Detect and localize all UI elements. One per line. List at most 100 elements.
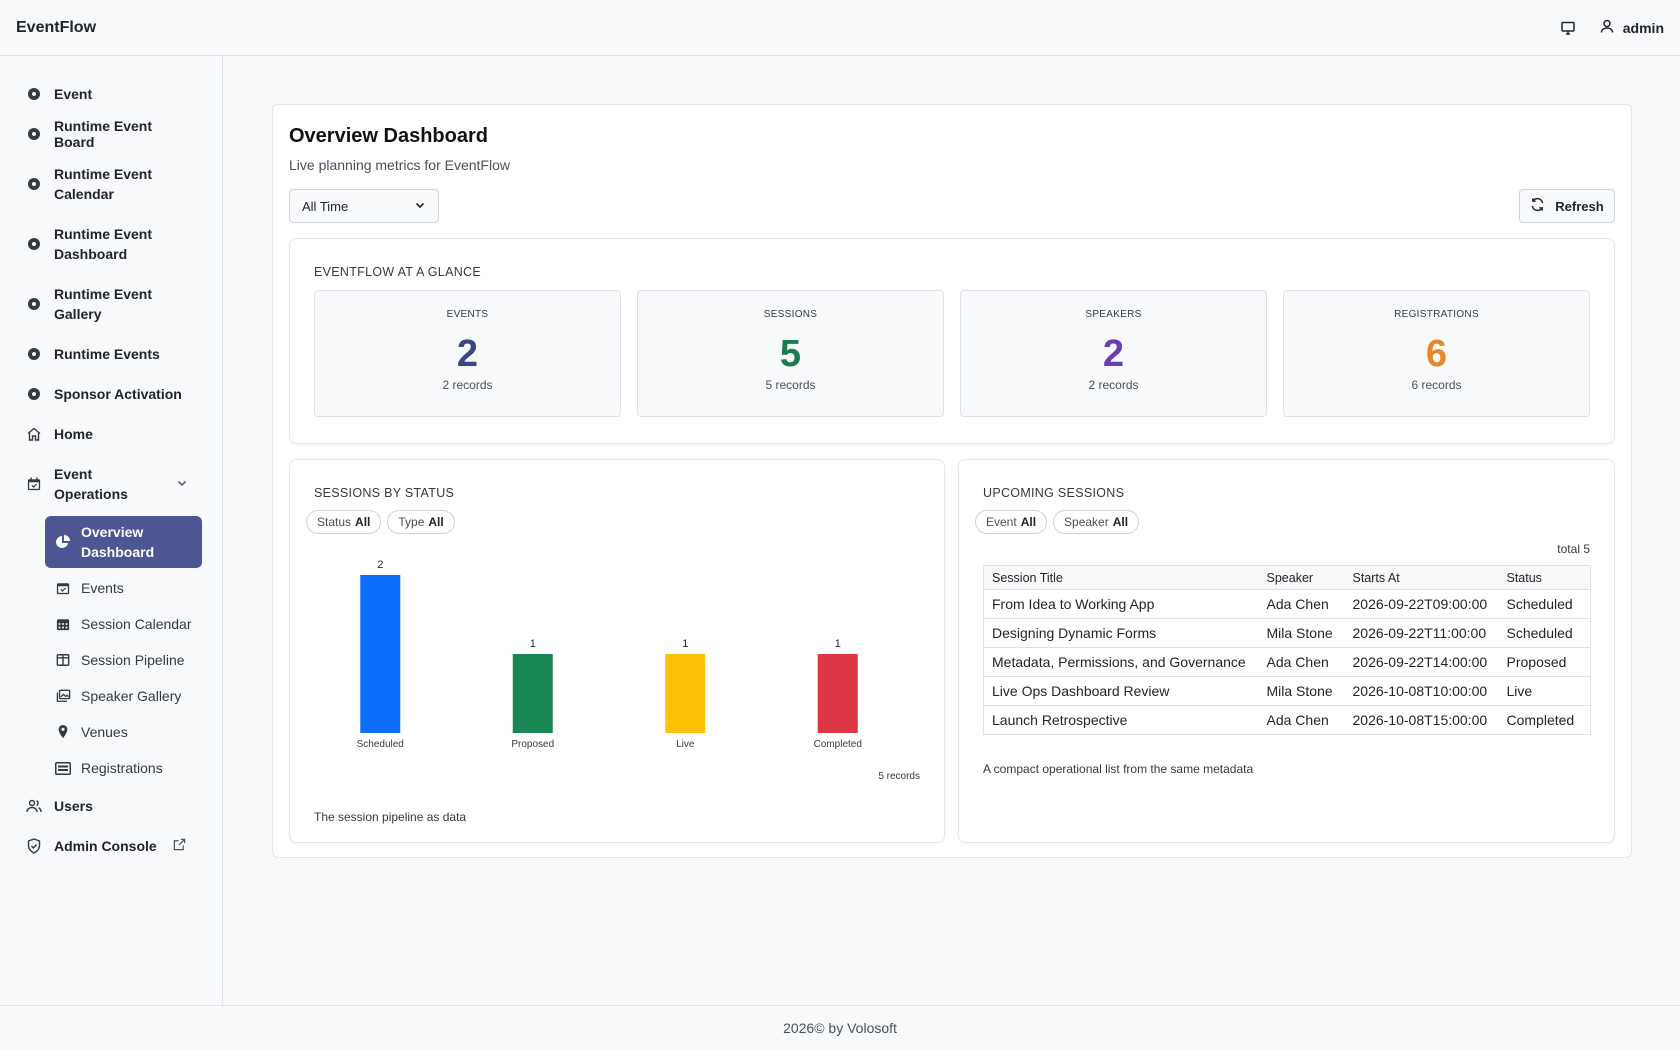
stat-label: SPEAKERS bbox=[1085, 309, 1142, 320]
sidebar-item-users[interactable]: Users bbox=[0, 786, 222, 826]
sidebar-item-runtime-event-calendar[interactable]: Runtime Event Calendar bbox=[0, 154, 222, 214]
chip-key: Speaker bbox=[1064, 515, 1109, 529]
chip-key: Status bbox=[317, 515, 352, 529]
user-menu[interactable]: admin bbox=[1599, 18, 1664, 37]
filter-chip-speaker[interactable]: Speaker All bbox=[1053, 510, 1140, 534]
sidebar-item-runtime-event-board[interactable]: Runtime Event Board bbox=[0, 114, 222, 154]
sidebar-item-runtime-event-gallery[interactable]: Runtime Event Gallery bbox=[0, 274, 222, 334]
chip-value: All bbox=[1112, 515, 1129, 529]
cell-speaker: Ada Chen bbox=[1266, 712, 1329, 728]
table-row[interactable]: Launch Retrospective Ada Chen 2026-10-08… bbox=[984, 706, 1591, 735]
table-row[interactable]: From Idea to Working App Ada Chen 2026-0… bbox=[983, 589, 1591, 619]
table-row[interactable]: Designing Dynamic Forms Mila Stone 2026-… bbox=[983, 618, 1591, 648]
sidebar-item-runtime-event-dashboard[interactable]: Runtime Event Dashboard bbox=[0, 214, 222, 274]
sidebar-item-label: Home bbox=[54, 426, 93, 442]
cell-speaker: Mila Stone bbox=[1258, 618, 1345, 648]
user-name: admin bbox=[1622, 19, 1664, 36]
user-icon bbox=[1599, 18, 1615, 37]
sidebar-item-label: Runtime Event Gallery bbox=[54, 286, 153, 322]
stat-records: 2 records bbox=[442, 378, 493, 392]
sidebar-item-venues[interactable]: Venues bbox=[45, 714, 202, 750]
bar-value-label: 1 bbox=[835, 638, 841, 650]
select-value: All Time bbox=[302, 198, 349, 214]
stat-card-sessions: SESSIONS 5 5 records bbox=[637, 290, 944, 417]
cell-status: Scheduled bbox=[1498, 589, 1591, 619]
sidebar-item-label: Event bbox=[54, 86, 93, 102]
table-row[interactable]: Metadata, Permissions, and Governance Ad… bbox=[983, 647, 1591, 677]
filter-chip-event[interactable]: Event All bbox=[975, 510, 1048, 534]
sidebar-item-sponsor-activation[interactable]: Sponsor Activation bbox=[0, 374, 222, 414]
sidebar-item-events[interactable]: Events bbox=[45, 570, 202, 606]
bar-scheduled[interactable] bbox=[360, 575, 401, 733]
column-header[interactable]: Speaker bbox=[1258, 565, 1345, 590]
refresh-button[interactable]: Refresh bbox=[1519, 189, 1615, 223]
sidebar-item-label: Runtime Event Calendar bbox=[54, 166, 153, 202]
upcoming-sessions-panel: UPCOMING SESSIONS Event All Speaker All … bbox=[958, 459, 1615, 843]
sidebar-item-label: Runtime Event Board bbox=[54, 118, 153, 150]
sidebar-item-home[interactable]: Home bbox=[0, 414, 222, 454]
sessions-status-bar-chart: 2 Scheduled 1 Proposed 1 Live 1 Completed bbox=[357, 559, 862, 750]
column-header[interactable]: Starts At bbox=[1344, 565, 1499, 590]
sidebar-item-registrations[interactable]: Registrations bbox=[45, 750, 202, 786]
cell-starts-at: 2026-09-22T09:00:00 bbox=[1344, 589, 1499, 619]
stat-records: 2 records bbox=[1088, 378, 1139, 392]
filter-chip-status[interactable]: Status All bbox=[306, 510, 382, 534]
sidebar-item-label: Runtime Event Dashboard bbox=[54, 226, 153, 262]
sidebar-item-speaker-gallery[interactable]: Speaker Gallery bbox=[45, 678, 202, 714]
glance-title: EVENTFLOW AT A GLANCE bbox=[314, 265, 481, 279]
bar-proposed[interactable] bbox=[512, 654, 553, 733]
sidebar-item-admin-console[interactable]: Admin Console bbox=[0, 826, 222, 866]
circle-dot-icon bbox=[26, 296, 42, 312]
circle-dot-icon bbox=[26, 176, 42, 192]
bar-category-label: Completed bbox=[814, 739, 862, 750]
table-row[interactable]: Live Ops Dashboard Review Mila Stone 202… bbox=[983, 676, 1591, 706]
cell-title: Metadata, Permissions, and Governance bbox=[983, 647, 1259, 677]
bar-live[interactable] bbox=[665, 654, 706, 733]
sidebar-item-label: Users bbox=[54, 798, 93, 814]
cell-starts-at: 2026-09-22T11:00:00 bbox=[1344, 618, 1499, 648]
stat-value: 2 bbox=[1102, 333, 1125, 375]
filter-chip-type[interactable]: Type All bbox=[387, 510, 455, 534]
sidebar-item-label: Events bbox=[81, 580, 124, 596]
sidebar-item-label: Registrations bbox=[81, 760, 163, 776]
top-bar: EventFlow admin bbox=[0, 0, 1680, 56]
page-subtitle: Live planning metrics for EventFlow bbox=[289, 157, 510, 173]
pie-chart-icon bbox=[55, 534, 71, 550]
circle-dot-icon bbox=[26, 236, 42, 252]
cell-speaker: Mila Stone bbox=[1258, 676, 1345, 706]
bar-value-label: 1 bbox=[530, 638, 536, 650]
sidebar-group-label: Event Operations bbox=[54, 466, 128, 502]
sidebar-item-label: Session Calendar bbox=[81, 616, 192, 632]
sidebar-item-overview-dashboard[interactable]: Overview Dashboard bbox=[45, 516, 202, 568]
column-header[interactable]: Session Title bbox=[983, 565, 1259, 590]
page-title: Overview Dashboard bbox=[289, 125, 488, 147]
stat-label: SESSIONS bbox=[763, 309, 818, 320]
brand-logo[interactable]: EventFlow bbox=[16, 18, 97, 36]
chip-value: All bbox=[428, 515, 444, 529]
columns-icon bbox=[55, 652, 71, 668]
footer-text: 2026© by Volosoft bbox=[783, 1020, 897, 1036]
bar-completed[interactable] bbox=[817, 654, 858, 733]
time-range-select[interactable]: All Time bbox=[289, 189, 439, 223]
chip-value: All bbox=[355, 515, 371, 529]
cell-status: Scheduled bbox=[1498, 618, 1591, 648]
sidebar-item-session-pipeline[interactable]: Session Pipeline bbox=[45, 642, 202, 678]
cell-starts-at: 2026-10-08T10:00:00 bbox=[1344, 676, 1499, 706]
sidebar: Event Runtime Event Board Runtime Event … bbox=[0, 56, 223, 1006]
cell-status: Live bbox=[1498, 676, 1591, 706]
sidebar-item-session-calendar[interactable]: Session Calendar bbox=[45, 606, 202, 642]
cell-speaker: Ada Chen bbox=[1258, 589, 1345, 619]
dashboard-card: Overview Dashboard Live planning metrics… bbox=[272, 104, 1632, 858]
chip-value: All bbox=[1020, 515, 1037, 529]
monitor-icon[interactable] bbox=[1559, 19, 1577, 37]
sidebar-item-event[interactable]: Event bbox=[0, 74, 222, 114]
table-total: total 5 bbox=[1557, 542, 1590, 556]
users-icon bbox=[26, 798, 42, 814]
chevron-down-icon bbox=[414, 199, 426, 214]
cell-starts-at: 2026-09-22T14:00:00 bbox=[1344, 647, 1499, 677]
sidebar-group-event-operations[interactable]: Event Operations bbox=[0, 454, 222, 514]
sidebar-item-label: Overview Dashboard bbox=[81, 524, 155, 560]
refresh-icon bbox=[1530, 197, 1545, 215]
column-header[interactable]: Status bbox=[1498, 565, 1591, 590]
sidebar-item-runtime-events[interactable]: Runtime Events bbox=[0, 334, 222, 374]
